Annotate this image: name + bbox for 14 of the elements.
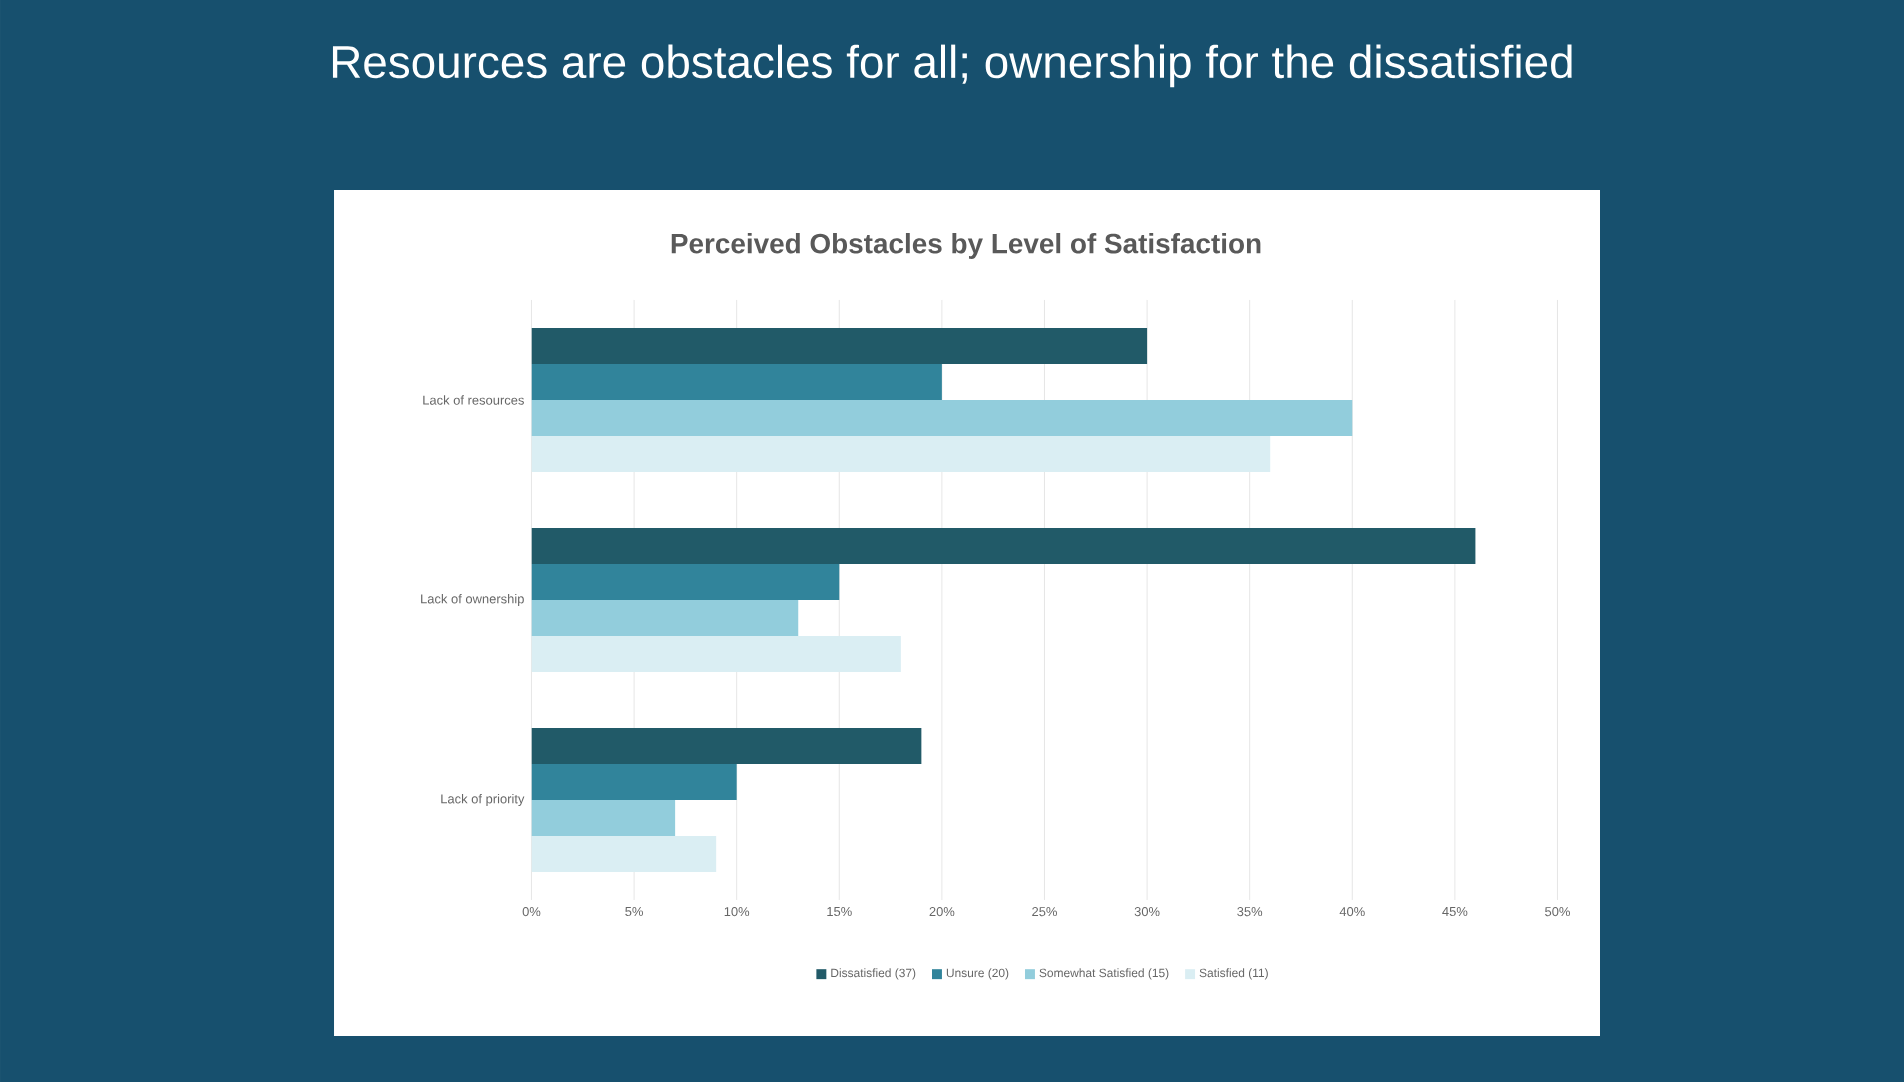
bar xyxy=(531,635,901,672)
bar xyxy=(531,435,1271,472)
bar xyxy=(531,599,799,636)
bar xyxy=(531,727,922,764)
bar xyxy=(531,399,1353,436)
bar xyxy=(531,527,1476,564)
bar xyxy=(531,327,1148,364)
chart-subtitle: Perceived Obstacles by Level of Satisfaction xyxy=(671,232,1261,259)
bar xyxy=(531,763,737,800)
bar xyxy=(531,835,717,872)
bar xyxy=(531,363,942,400)
bar xyxy=(531,799,676,836)
bar xyxy=(531,563,840,600)
chart-title: Resources are obstacles for all; ownership for the dissatisfied xyxy=(332,44,1572,88)
